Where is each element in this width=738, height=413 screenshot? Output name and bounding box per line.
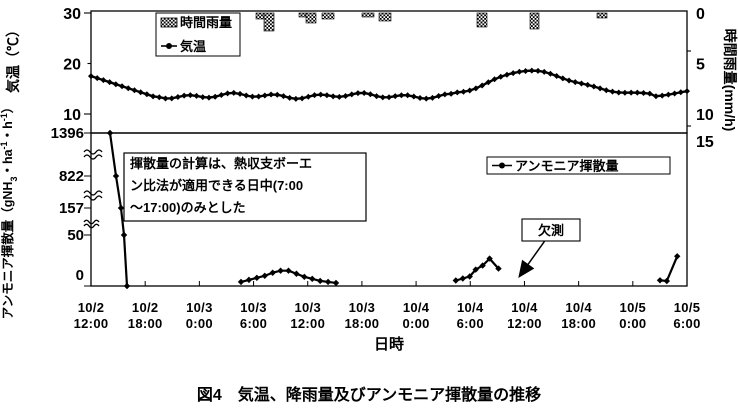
svg-text:157: 157 — [59, 200, 84, 217]
svg-text:12:00: 12:00 — [74, 316, 109, 331]
svg-text:12:00: 12:00 — [507, 316, 542, 331]
svg-text:10/3: 10/3 — [349, 300, 376, 315]
svg-text:18:00: 18:00 — [128, 316, 163, 331]
svg-text:10/3: 10/3 — [294, 300, 321, 315]
svg-text:～17:00)のみとした: ～17:00)のみとした — [130, 200, 246, 215]
svg-text:20: 20 — [63, 57, 81, 74]
svg-text:0:00: 0:00 — [186, 316, 213, 331]
svg-text:50: 50 — [67, 227, 84, 244]
svg-text:18:00: 18:00 — [345, 316, 380, 331]
svg-text:10/5: 10/5 — [674, 300, 701, 315]
svg-text:0:00: 0:00 — [619, 316, 646, 331]
svg-text:6:00: 6:00 — [240, 316, 267, 331]
svg-text:ン比法が適用できる日中(7:00: ン比法が適用できる日中(7:00 — [130, 178, 303, 193]
svg-text:日時: 日時 — [374, 335, 404, 353]
svg-text:10/4: 10/4 — [457, 300, 484, 315]
svg-text:12:00: 12:00 — [290, 316, 325, 331]
svg-text:0: 0 — [76, 267, 84, 284]
svg-text:6:00: 6:00 — [457, 316, 484, 331]
svg-text:18:00: 18:00 — [561, 316, 596, 331]
svg-text:気温（℃）: 気温（℃） — [5, 23, 21, 93]
svg-text:10: 10 — [63, 107, 81, 124]
svg-text:6:00: 6:00 — [673, 316, 700, 331]
svg-text:5: 5 — [696, 57, 705, 74]
svg-text:時間雨量(mm/h): 時間雨量(mm/h) — [722, 29, 738, 132]
svg-text:10/4: 10/4 — [403, 300, 430, 315]
svg-text:0:00: 0:00 — [402, 316, 429, 331]
svg-text:アンモニア揮散量: アンモニア揮散量 — [515, 159, 618, 174]
svg-text:時間雨量: 時間雨量 — [180, 15, 232, 30]
svg-text:822: 822 — [59, 168, 84, 185]
svg-text:15: 15 — [696, 134, 714, 151]
svg-text:10/4: 10/4 — [511, 300, 538, 315]
svg-text:欠測: 欠測 — [538, 223, 564, 238]
svg-text:10/2: 10/2 — [132, 300, 159, 315]
svg-text:10/3: 10/3 — [186, 300, 213, 315]
svg-text:揮散量の計算は、熱収支ボーエ: 揮散量の計算は、熱収支ボーエ — [130, 156, 312, 171]
svg-text:1396: 1396 — [51, 125, 84, 142]
svg-text:10/5: 10/5 — [620, 300, 647, 315]
svg-text:10/4: 10/4 — [565, 300, 592, 315]
svg-text:10: 10 — [696, 107, 714, 124]
svg-text:図4 気温、降雨量及びアンモニア揮散量の推移: 図4 気温、降雨量及びアンモニア揮散量の推移 — [197, 385, 541, 404]
svg-text:10/2: 10/2 — [78, 300, 105, 315]
svg-text:0: 0 — [696, 6, 705, 23]
svg-text:気温: 気温 — [180, 39, 206, 54]
svg-text:10/3: 10/3 — [240, 300, 267, 315]
svg-text:30: 30 — [63, 6, 81, 23]
